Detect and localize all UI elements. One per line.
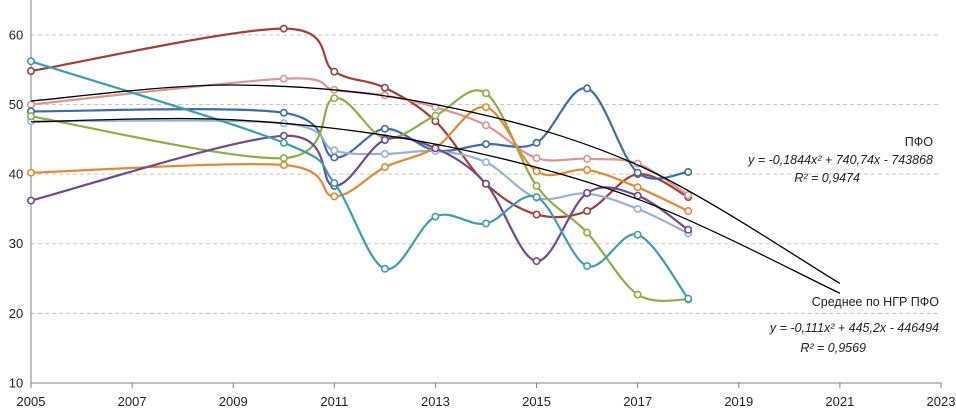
pfo-equation: y = -0,1844x² + 740,74x - 743868	[747, 153, 933, 167]
series-green-point	[279, 154, 288, 163]
series-green-point	[481, 89, 490, 98]
series-purple-point	[684, 225, 693, 234]
data-series	[26, 24, 693, 304]
y-tick-label: 10	[9, 376, 23, 391]
series-dark-blue-point	[380, 124, 389, 133]
series-green-point	[633, 290, 642, 299]
average-equation: y = -0,111x² + 445,2x - 446494	[769, 321, 939, 335]
x-tick-label: 2021	[825, 394, 854, 409]
series-green-point	[431, 111, 440, 120]
series-orange-point	[380, 163, 389, 172]
series-light-blue-point	[380, 149, 389, 158]
series-teal-point	[532, 193, 541, 202]
trendlines	[30, 84, 841, 294]
trend-average	[30, 117, 841, 294]
x-tick-label: 2017	[623, 394, 652, 409]
series-dark-red-point	[279, 24, 288, 33]
series-green-point	[532, 181, 541, 190]
series-light-blue-point	[633, 204, 642, 213]
series-teal-point	[633, 230, 642, 239]
series-teal-point	[330, 179, 339, 188]
series-orange-point	[532, 167, 541, 176]
series-teal-point	[684, 294, 693, 303]
series-dark-blue-point	[532, 138, 541, 147]
y-tick-label: 30	[9, 236, 23, 251]
series-orange-point	[279, 161, 288, 170]
series-dark-red-point	[583, 207, 592, 216]
pfo-r-squared: R² = 0,9474	[794, 171, 860, 185]
series-dark-red-point	[380, 83, 389, 92]
series-teal	[26, 57, 693, 303]
series-pink	[26, 74, 693, 200]
series-teal-point	[26, 57, 35, 66]
series-teal-point	[481, 219, 490, 228]
series-pink-point	[279, 74, 288, 83]
x-tick-label: 2009	[219, 394, 248, 409]
series-dark-red-point	[330, 67, 339, 76]
series-light-blue-point	[481, 158, 490, 167]
series-light-blue-line	[30, 119, 689, 235]
series-dark-red	[26, 24, 693, 219]
series-dark-red-line	[30, 27, 689, 219]
series-dark-red-point	[26, 67, 35, 76]
series-dark-blue-point	[279, 108, 288, 117]
x-tick-label: 2013	[421, 394, 450, 409]
series-pink-point	[481, 121, 490, 130]
series-purple-point	[431, 144, 440, 153]
x-tick-label: 2007	[118, 394, 147, 409]
pfo-label: ПФО	[905, 135, 933, 149]
series-orange-point	[633, 183, 642, 192]
y-tick-label: 40	[9, 167, 23, 182]
series-green	[26, 89, 693, 304]
series-teal-point	[279, 138, 288, 147]
series-dark-blue-point	[633, 168, 642, 177]
series-teal-point	[380, 264, 389, 273]
series-purple-point	[481, 179, 490, 188]
series-purple-point	[26, 196, 35, 205]
series-pink-point	[583, 154, 592, 163]
y-tick-label: 60	[9, 27, 23, 42]
series-pink-point	[684, 191, 693, 200]
series-dark-red-point	[532, 210, 541, 219]
series-purple-point	[380, 136, 389, 145]
series-light-blue-point	[330, 146, 339, 155]
x-tick-label: 2015	[522, 394, 551, 409]
x-tick-label: 2005	[17, 394, 46, 409]
annotations: ПФО y = -0,1844x² + 740,74x - 743868 R² …	[747, 135, 939, 355]
series-dark-blue-point	[583, 84, 592, 93]
x-tick-label: 2011	[320, 394, 348, 409]
series-purple-point	[279, 131, 288, 140]
series-dark-blue-point	[684, 168, 693, 177]
series-green-point	[26, 112, 35, 121]
average-r-squared: R² = 0,9569	[800, 341, 866, 355]
series-green-point	[330, 94, 339, 103]
x-tick-label: 2019	[724, 394, 753, 409]
series-green-point	[583, 228, 592, 237]
series-pink-point	[532, 154, 541, 163]
series-dark-blue-point	[481, 140, 490, 149]
series-pink-point	[26, 100, 35, 109]
average-label: Среднее по НГР ПФО	[812, 295, 940, 309]
series-orange-point	[684, 207, 693, 216]
series-dark-blue-point	[330, 153, 339, 162]
trend-pfo	[30, 84, 841, 284]
y-tick-labels: 10 20 30 40 50 60	[9, 27, 23, 390]
x-tick-label: 2023	[927, 394, 956, 409]
y-tick-label: 50	[9, 97, 23, 112]
series-orange-point	[481, 103, 490, 112]
series-orange-point	[330, 192, 339, 201]
series-teal-point	[431, 212, 440, 221]
y-tick-label: 20	[9, 306, 23, 321]
series-orange-point	[583, 165, 592, 174]
series-purple	[26, 131, 693, 266]
series-purple-point	[583, 188, 592, 197]
series-orange-point	[26, 168, 35, 177]
series-teal-point	[583, 261, 592, 270]
x-tick-labels: 2005 2007 2009 2011 2013 2015 2017 2019 2021 2023	[17, 394, 956, 409]
series-purple-point	[532, 257, 541, 266]
